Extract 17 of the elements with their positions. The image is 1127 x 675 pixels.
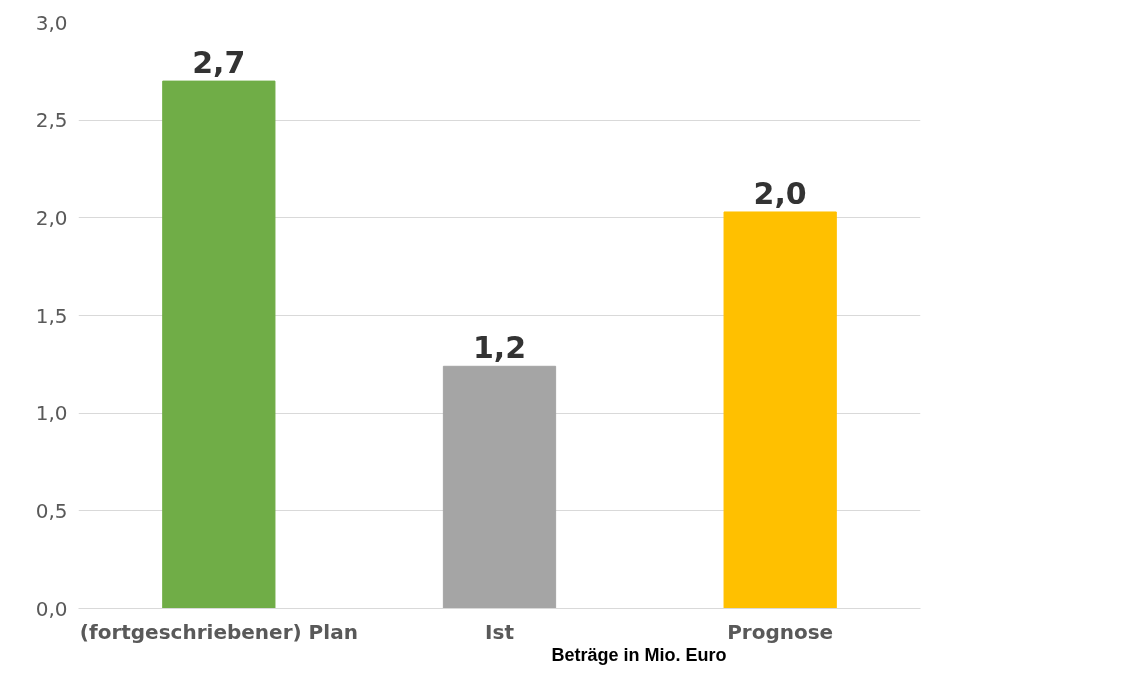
data-label: 2,0 <box>753 175 807 211</box>
y-tick-label: 2,5 <box>35 108 68 133</box>
x-tick-label: Ist <box>485 619 515 644</box>
data-label: 1,2 <box>472 330 527 366</box>
x-tick-label: Prognose <box>727 619 834 644</box>
x-tick-label: (fortgeschriebener) Plan <box>79 619 358 644</box>
bar <box>162 80 276 609</box>
data-label: 2,7 <box>192 45 246 81</box>
text: Beträge in Mio. Euro <box>551 644 727 665</box>
y-tick-label: 1,0 <box>35 401 68 426</box>
y-tick-label: 0,0 <box>35 596 68 621</box>
bar <box>723 211 837 609</box>
y-tick-label: 1,5 <box>35 303 68 328</box>
y-tick-label: 2,0 <box>35 205 68 230</box>
y-tick-label: 0,5 <box>35 498 68 523</box>
y-tick-label: 3,0 <box>35 10 68 35</box>
bar <box>442 365 557 609</box>
